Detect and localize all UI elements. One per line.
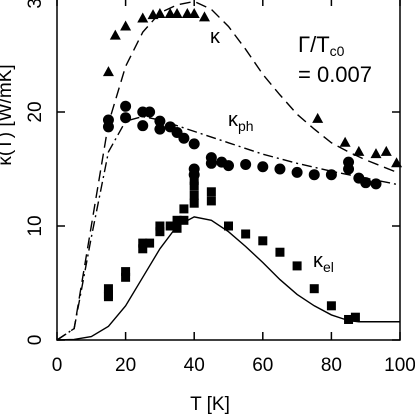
data-point	[120, 112, 132, 124]
annotation-text: Γ/T	[298, 32, 330, 57]
data-point	[240, 158, 252, 170]
data-point	[179, 204, 189, 214]
data-point	[326, 301, 336, 311]
data-point	[343, 163, 355, 175]
data-point	[257, 161, 269, 173]
y-tick-label: 0	[25, 335, 46, 346]
annotation: = 0.007	[298, 62, 372, 87]
data-point	[258, 236, 268, 246]
x-tick-label: 40	[184, 355, 205, 376]
annotation-text: κ	[210, 26, 221, 48]
data-point	[291, 166, 303, 178]
data-point	[339, 136, 351, 147]
annotation-text: κ	[313, 250, 324, 272]
data-point	[172, 223, 182, 233]
data-point	[165, 221, 175, 231]
data-point	[188, 138, 200, 150]
data-point	[189, 175, 199, 185]
data-point	[292, 261, 302, 271]
data-point	[154, 115, 166, 127]
plot-frame	[56, 0, 401, 341]
x-tick-label: 80	[321, 355, 342, 376]
data-point	[308, 169, 320, 181]
data-point	[120, 100, 132, 112]
data-point	[145, 238, 155, 248]
y-axis-label: κ(T) [W/mK]	[0, 64, 16, 165]
data-point	[380, 145, 392, 156]
data-point	[154, 123, 166, 135]
data-point	[360, 177, 372, 189]
data-point	[103, 292, 113, 302]
data-point	[171, 7, 183, 18]
data-point	[370, 148, 382, 159]
data-point	[155, 227, 165, 237]
data-point	[350, 312, 360, 322]
fit-line	[56, 115, 401, 341]
data-point	[274, 163, 286, 175]
data-point	[121, 272, 131, 282]
data-point	[189, 181, 199, 191]
data-point	[312, 112, 324, 123]
x-tick-label: 0	[52, 355, 63, 376]
data-point	[206, 187, 216, 197]
annotation-text: = 0.007	[298, 62, 372, 87]
annotation: κph	[228, 109, 254, 133]
data-point	[120, 20, 132, 31]
data-point	[205, 157, 217, 169]
data-point	[223, 160, 234, 172]
annotation: κel	[313, 250, 334, 274]
data-point	[109, 29, 121, 40]
annotation-subscript: c0	[330, 43, 345, 59]
annotation: κ	[210, 26, 221, 48]
data-point	[103, 284, 113, 294]
data-point	[102, 66, 114, 77]
data-point	[325, 169, 337, 181]
y-tick-label: 10	[25, 215, 46, 236]
data-point	[138, 238, 148, 248]
annotation-subscript: ph	[238, 118, 254, 134]
data-point	[189, 190, 199, 200]
annotation-subscript: el	[323, 259, 334, 275]
x-axis-label: T [K]	[190, 394, 230, 415]
y-tick-label: 20	[25, 101, 46, 122]
data-point	[179, 215, 189, 225]
annotation: Γ/Tc0	[298, 32, 345, 59]
data-point	[137, 120, 149, 132]
data-point	[155, 221, 165, 231]
y-tick-label: 30	[25, 0, 46, 9]
data-point	[137, 12, 149, 23]
data-point	[391, 157, 403, 168]
data-point	[241, 229, 251, 239]
fit-line	[56, 0, 401, 341]
data-point	[206, 196, 216, 206]
fit-line	[56, 216, 400, 341]
data-point	[275, 247, 285, 257]
annotation-text: κ	[228, 109, 239, 131]
data-point	[309, 284, 319, 294]
data-point	[144, 106, 156, 118]
x-tick-label: 60	[252, 355, 273, 376]
data-point	[224, 221, 233, 231]
data-point	[188, 7, 200, 18]
x-tick-label: 20	[115, 355, 136, 376]
data-point	[172, 215, 182, 225]
x-tick-label: 100	[384, 355, 415, 376]
data-point	[353, 145, 365, 156]
data-point	[121, 267, 131, 277]
data-point	[138, 244, 148, 254]
data-point	[178, 132, 190, 144]
data-point	[189, 198, 199, 208]
data-point	[370, 178, 382, 190]
data-point	[198, 11, 210, 22]
data-point	[344, 314, 354, 324]
